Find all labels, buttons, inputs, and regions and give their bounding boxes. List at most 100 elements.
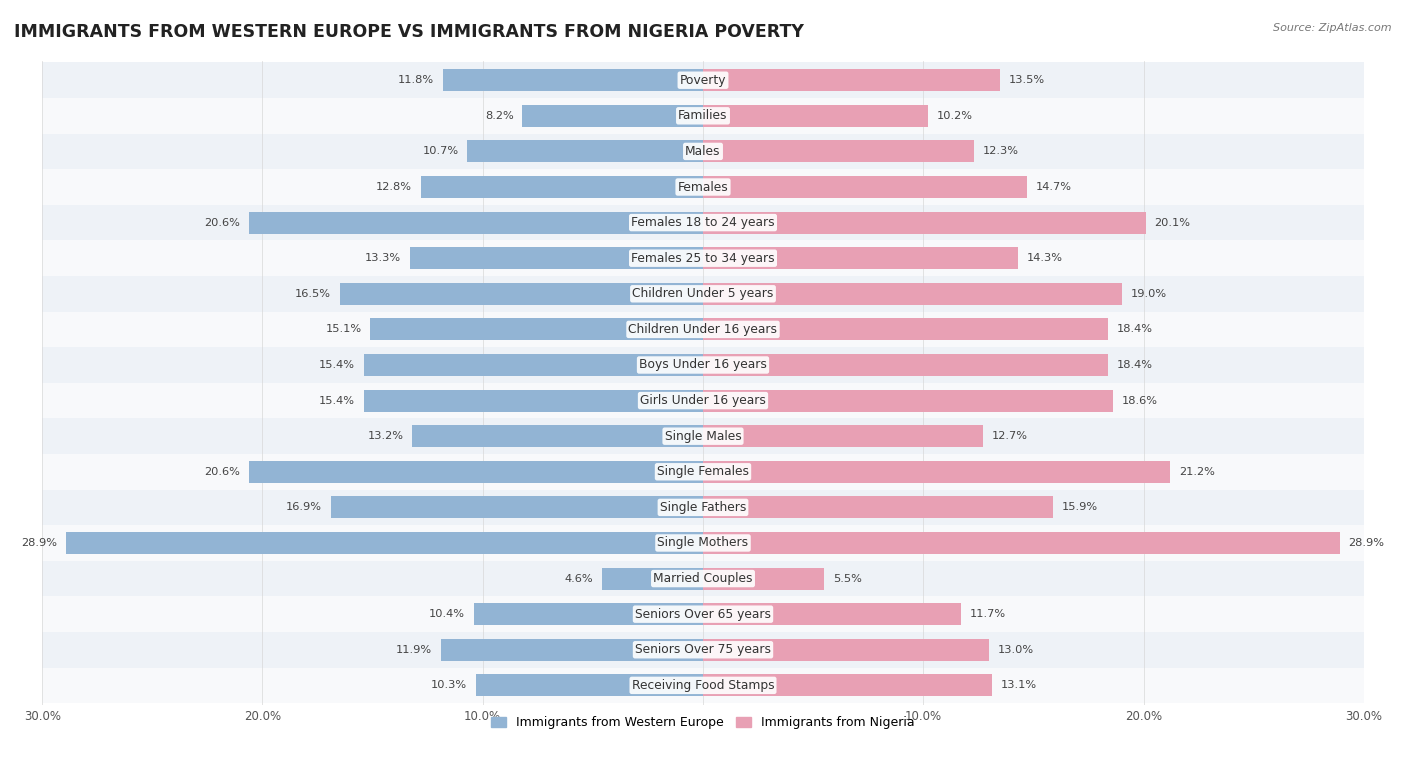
Bar — [42, 62, 1364, 98]
Text: Receiving Food Stamps: Receiving Food Stamps — [631, 679, 775, 692]
Text: Females 18 to 24 years: Females 18 to 24 years — [631, 216, 775, 229]
Bar — [364, 390, 703, 412]
Text: 16.9%: 16.9% — [285, 503, 322, 512]
Text: Married Couples: Married Couples — [654, 572, 752, 585]
Bar — [602, 568, 703, 590]
Bar — [703, 176, 1026, 198]
Bar — [703, 283, 1122, 305]
Bar — [411, 247, 703, 269]
Text: 10.3%: 10.3% — [432, 681, 467, 691]
Text: Males: Males — [685, 145, 721, 158]
Bar — [364, 354, 703, 376]
Text: 13.2%: 13.2% — [367, 431, 404, 441]
Bar — [42, 632, 1364, 668]
Text: Single Females: Single Females — [657, 465, 749, 478]
Text: 10.7%: 10.7% — [422, 146, 458, 156]
Text: 12.7%: 12.7% — [991, 431, 1028, 441]
Text: 13.3%: 13.3% — [366, 253, 401, 263]
Text: 8.2%: 8.2% — [485, 111, 513, 121]
Bar — [42, 668, 1364, 703]
Text: 11.8%: 11.8% — [398, 75, 434, 85]
Bar — [703, 247, 1018, 269]
Text: 13.1%: 13.1% — [1001, 681, 1036, 691]
Text: 11.9%: 11.9% — [396, 645, 432, 655]
Text: Children Under 16 years: Children Under 16 years — [628, 323, 778, 336]
Bar — [703, 425, 983, 447]
Text: Single Males: Single Males — [665, 430, 741, 443]
Text: Children Under 5 years: Children Under 5 years — [633, 287, 773, 300]
Text: Single Mothers: Single Mothers — [658, 537, 748, 550]
Text: 20.6%: 20.6% — [204, 467, 240, 477]
Bar — [42, 169, 1364, 205]
Text: 21.2%: 21.2% — [1178, 467, 1215, 477]
Bar — [42, 418, 1364, 454]
Text: 18.6%: 18.6% — [1122, 396, 1157, 406]
Text: Seniors Over 75 years: Seniors Over 75 years — [636, 644, 770, 656]
Bar — [42, 98, 1364, 133]
Text: 14.7%: 14.7% — [1036, 182, 1071, 192]
Text: 13.0%: 13.0% — [998, 645, 1035, 655]
Bar — [703, 390, 1112, 412]
Text: 18.4%: 18.4% — [1118, 360, 1153, 370]
Bar — [42, 133, 1364, 169]
Bar — [42, 597, 1364, 632]
Text: 20.6%: 20.6% — [204, 218, 240, 227]
Bar — [703, 639, 990, 661]
Text: 19.0%: 19.0% — [1130, 289, 1167, 299]
Bar — [249, 461, 703, 483]
Bar — [703, 105, 928, 127]
Text: 15.4%: 15.4% — [319, 396, 354, 406]
Bar — [330, 496, 703, 518]
Bar — [42, 205, 1364, 240]
Bar — [703, 318, 1108, 340]
Bar — [703, 211, 1146, 233]
Bar — [703, 140, 974, 162]
Bar — [474, 603, 703, 625]
Bar — [523, 105, 703, 127]
Text: 14.3%: 14.3% — [1026, 253, 1063, 263]
Bar — [703, 69, 1001, 91]
Bar — [703, 568, 824, 590]
Text: Females: Females — [678, 180, 728, 193]
Text: 28.9%: 28.9% — [21, 538, 58, 548]
Text: Single Fathers: Single Fathers — [659, 501, 747, 514]
Bar — [467, 140, 703, 162]
Text: Source: ZipAtlas.com: Source: ZipAtlas.com — [1274, 23, 1392, 33]
Bar — [703, 496, 1053, 518]
Bar — [703, 532, 1340, 554]
Legend: Immigrants from Western Europe, Immigrants from Nigeria: Immigrants from Western Europe, Immigran… — [486, 711, 920, 735]
Bar — [443, 69, 703, 91]
Bar — [703, 675, 991, 697]
Bar — [703, 461, 1170, 483]
Bar — [42, 561, 1364, 597]
Bar — [703, 603, 960, 625]
Bar — [42, 312, 1364, 347]
Text: Girls Under 16 years: Girls Under 16 years — [640, 394, 766, 407]
Text: Poverty: Poverty — [679, 74, 727, 86]
Bar — [420, 176, 703, 198]
Bar — [42, 454, 1364, 490]
Bar — [42, 525, 1364, 561]
Text: 15.4%: 15.4% — [319, 360, 354, 370]
Bar — [42, 240, 1364, 276]
Text: 4.6%: 4.6% — [564, 574, 593, 584]
Bar — [441, 639, 703, 661]
Text: 16.5%: 16.5% — [295, 289, 330, 299]
Bar — [703, 354, 1108, 376]
Text: 10.4%: 10.4% — [429, 609, 465, 619]
Bar — [412, 425, 703, 447]
Text: 12.8%: 12.8% — [377, 182, 412, 192]
Bar — [477, 675, 703, 697]
Text: 11.7%: 11.7% — [970, 609, 1005, 619]
Text: 18.4%: 18.4% — [1118, 324, 1153, 334]
Bar — [370, 318, 703, 340]
Text: 20.1%: 20.1% — [1154, 218, 1191, 227]
Text: 5.5%: 5.5% — [832, 574, 862, 584]
Text: 15.1%: 15.1% — [325, 324, 361, 334]
Text: Females 25 to 34 years: Females 25 to 34 years — [631, 252, 775, 265]
Text: 13.5%: 13.5% — [1010, 75, 1045, 85]
Text: 10.2%: 10.2% — [936, 111, 973, 121]
Bar — [339, 283, 703, 305]
Bar — [42, 276, 1364, 312]
Text: 28.9%: 28.9% — [1348, 538, 1385, 548]
